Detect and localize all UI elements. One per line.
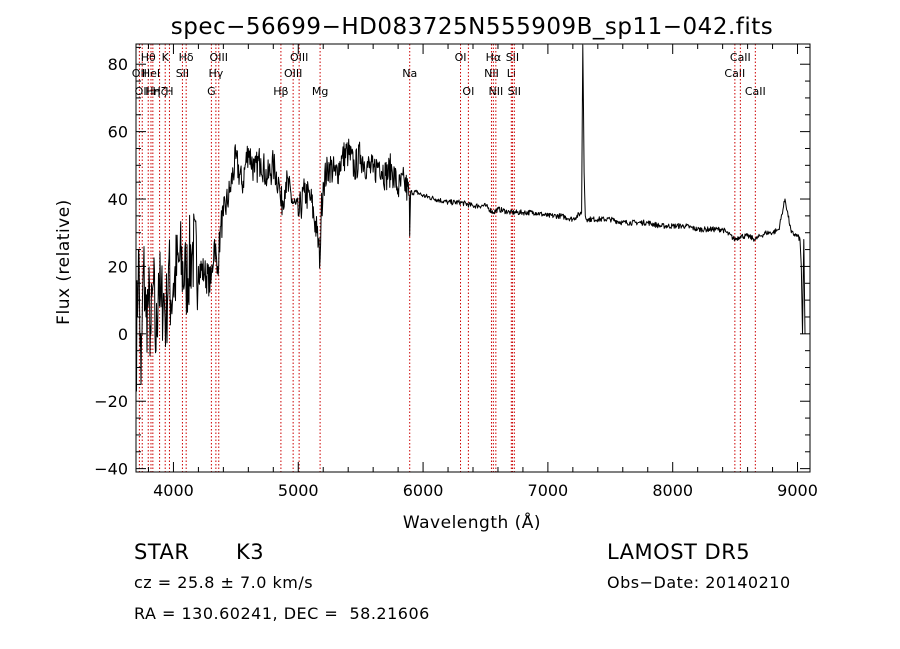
marker-label-28: CaII xyxy=(745,85,766,98)
survey-name: LAMOST DR5 xyxy=(607,540,751,564)
marker-label-7: H xyxy=(165,85,173,98)
x-axis-label: Wavelength (Å) xyxy=(403,511,541,533)
marker-label-15: OIII xyxy=(290,51,308,64)
line-markers: OIIOIIHθHeIHηHζKHSIIHδGHγOIIIHβOIIIOIIIM… xyxy=(132,44,766,472)
y-tick-label-1: −20 xyxy=(94,392,128,411)
marker-label-17: Na xyxy=(402,67,417,80)
x-tick-label-4: 8000 xyxy=(652,481,693,500)
x-tick-label-0: 4000 xyxy=(153,481,194,500)
y-tick-label-5: 60 xyxy=(108,123,128,142)
y-tick-label-3: 20 xyxy=(108,257,128,276)
object-class: STAR xyxy=(134,540,190,564)
marker-label-22: NII xyxy=(488,85,503,98)
marker-label-24: SII xyxy=(506,51,519,64)
marker-label-27: CaII xyxy=(730,51,751,64)
y-axis-ticks: −40 −20 0 20 40 60 80 xyxy=(94,46,810,479)
y-tick-label-4: 40 xyxy=(108,190,128,209)
marker-label-3: HeI xyxy=(142,67,160,80)
marker-label-20: NII xyxy=(484,67,499,80)
chart-title: spec−56699−HD083725N555909B_sp11−042.fit… xyxy=(171,14,774,40)
x-tick-label-5: 9000 xyxy=(777,481,818,500)
marker-label-10: G xyxy=(207,85,216,98)
redshift-readout: cz = 25.8 ± 7.0 km/s xyxy=(134,573,314,592)
marker-label-2: Hθ xyxy=(141,51,156,64)
marker-label-1: OII xyxy=(135,85,150,98)
marker-label-21: Hα xyxy=(486,51,502,64)
marker-label-18: OI xyxy=(455,51,467,64)
marker-label-23: Li xyxy=(507,67,516,80)
plot-frame xyxy=(135,43,811,473)
marker-label-13: Hβ xyxy=(273,85,288,98)
x-tick-label-3: 7000 xyxy=(528,481,569,500)
marker-label-19: OI xyxy=(462,85,474,98)
y-tick-label-2: 0 xyxy=(118,325,128,344)
marker-label-5: Hζ xyxy=(152,85,166,98)
y-tick-label-0: −40 xyxy=(94,460,128,479)
marker-label-9: Hδ xyxy=(179,51,194,64)
x-tick-label-2: 6000 xyxy=(403,481,444,500)
spectrum-line xyxy=(135,44,806,392)
marker-label-11: Hγ xyxy=(208,67,223,80)
x-axis-ticks: 4000 5000 6000 7000 8000 9000 xyxy=(147,44,818,500)
marker-label-25: SII xyxy=(508,85,521,98)
x-tick-label-1: 5000 xyxy=(278,481,319,500)
y-axis-label: Flux (relative) xyxy=(54,199,74,325)
obs-date: Obs−Date: 20140210 xyxy=(607,573,791,592)
marker-label-12: OIII xyxy=(210,51,228,64)
marker-label-8: SII xyxy=(176,67,189,80)
marker-label-6: K xyxy=(162,51,170,64)
marker-label-14: OIII xyxy=(284,67,302,80)
spectral-subclass: K3 xyxy=(236,540,265,564)
marker-label-26: CaII xyxy=(724,67,745,80)
coordinates-readout: RA = 130.60241, DEC = 58.21606 xyxy=(134,604,430,623)
marker-label-4: Hη xyxy=(145,85,160,98)
marker-label-16: Mg xyxy=(312,85,328,98)
spectrum-chart: spec−56699−HD083725N555909B_sp11−042.fit… xyxy=(54,14,818,533)
y-tick-label-6: 80 xyxy=(108,55,128,74)
